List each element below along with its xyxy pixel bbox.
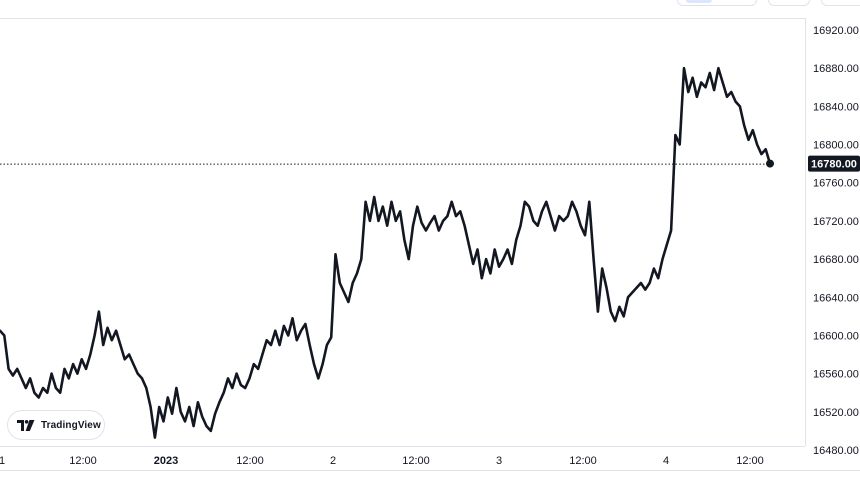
price-tick-label: 16720.00 — [813, 216, 859, 228]
last-price-point[interactable] — [766, 159, 774, 168]
price-tick-label: 16520.00 — [813, 407, 859, 419]
price-tick-label: 16680.00 — [813, 254, 859, 266]
time-tick-label: 4 — [663, 455, 669, 467]
time-tick-label: 2 — [330, 455, 336, 467]
price-series-line[interactable] — [0, 66, 772, 439]
time-tick-label: 12:00 — [402, 455, 430, 467]
price-axis[interactable]: 16920.00 16880.00 16840.00 16800.00 16760.00… — [813, 25, 859, 457]
time-tick-label: 12:00 — [236, 455, 264, 467]
range-button-highlight — [686, 0, 712, 3]
time-axis[interactable]: 1 12:00 2023 12:00 2 12:00 3 12:00 4 12:00 — [0, 455, 764, 467]
tradingview-label: TradingView — [41, 419, 101, 431]
time-tick-label: 1 — [0, 455, 5, 467]
time-tick-label: 12:00 — [569, 455, 597, 467]
tradingview-logo-icon — [17, 419, 35, 431]
range-button[interactable] — [677, 0, 757, 6]
time-tick-label: 12:00 — [69, 455, 97, 467]
time-tick-label: 12:00 — [736, 455, 764, 467]
settings-button[interactable] — [768, 0, 810, 6]
price-tick-label: 16560.00 — [813, 369, 859, 381]
fullscreen-button[interactable] — [821, 0, 860, 6]
current-price-tag: 16780.00 — [808, 155, 860, 172]
price-tick-label: 16480.00 — [813, 445, 859, 457]
time-tick-label: 2023 — [154, 455, 178, 467]
current-price-tag-label: 16780.00 — [811, 159, 857, 171]
price-tick-label: 16640.00 — [813, 292, 859, 304]
price-tick-label: 16920.00 — [813, 25, 859, 37]
price-tick-label: 16600.00 — [813, 331, 859, 343]
tradingview-badge[interactable]: TradingView — [7, 410, 105, 440]
price-tick-label: 16800.00 — [813, 140, 859, 152]
price-tick-label: 16880.00 — [813, 63, 859, 75]
price-tick-label: 16760.00 — [813, 178, 859, 190]
time-tick-label: 3 — [496, 455, 502, 467]
current-price-tag-bg — [808, 155, 860, 172]
price-tick-label: 16840.00 — [813, 101, 859, 113]
